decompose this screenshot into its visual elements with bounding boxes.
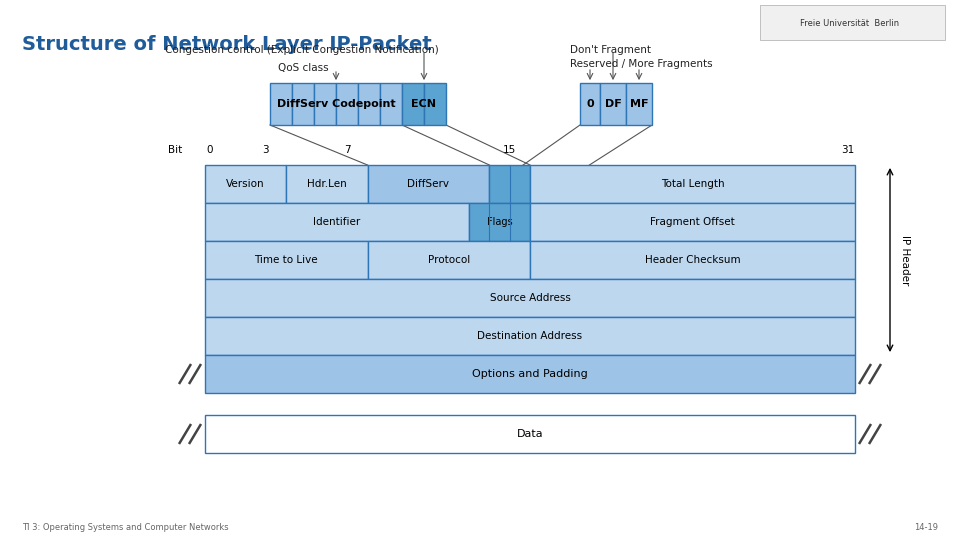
- Text: IP Header: IP Header: [900, 235, 910, 285]
- Bar: [380, 83, 402, 125]
- Text: Hdr.Len: Hdr.Len: [307, 179, 347, 189]
- Text: Source Address: Source Address: [490, 293, 570, 303]
- Text: 0: 0: [587, 99, 594, 109]
- Bar: [336, 83, 358, 125]
- Bar: [270, 83, 292, 125]
- Text: Don't Fragment: Don't Fragment: [570, 45, 651, 55]
- Text: Fragment Offset: Fragment Offset: [650, 217, 734, 227]
- Text: DiffServ Codepoint: DiffServ Codepoint: [276, 99, 396, 109]
- Text: 3: 3: [263, 145, 269, 155]
- Bar: [600, 83, 626, 125]
- Text: 0: 0: [206, 145, 212, 155]
- Bar: [469, 203, 530, 241]
- Bar: [530, 241, 855, 279]
- Bar: [368, 241, 530, 279]
- Text: Header Checksum: Header Checksum: [645, 255, 740, 265]
- Bar: [314, 83, 336, 125]
- Text: 15: 15: [503, 145, 516, 155]
- Text: Time to Live: Time to Live: [254, 255, 318, 265]
- Text: Structure of Network Layer IP-Packet: Structure of Network Layer IP-Packet: [22, 35, 432, 54]
- Text: Options and Padding: Options and Padding: [472, 369, 588, 379]
- Text: Bit: Bit: [168, 145, 182, 155]
- Bar: [292, 83, 314, 125]
- Text: Destination Address: Destination Address: [477, 331, 583, 341]
- Text: Version: Version: [227, 179, 265, 189]
- Bar: [580, 83, 600, 125]
- Text: Flags: Flags: [487, 217, 513, 227]
- Bar: [760, 5, 945, 40]
- Text: Total Length: Total Length: [660, 179, 724, 189]
- Bar: [205, 203, 469, 241]
- Text: 31: 31: [841, 145, 854, 155]
- Text: Congestion control (Explicit Congestion Notification): Congestion control (Explicit Congestion …: [165, 45, 439, 55]
- Text: Protocol: Protocol: [427, 255, 469, 265]
- Text: Identifier: Identifier: [313, 217, 361, 227]
- Text: QoS class: QoS class: [278, 63, 328, 73]
- Bar: [424, 83, 446, 125]
- Bar: [402, 83, 424, 125]
- Text: MF: MF: [630, 99, 648, 109]
- Bar: [205, 279, 855, 317]
- Bar: [286, 165, 368, 203]
- Bar: [530, 203, 855, 241]
- Bar: [205, 355, 855, 393]
- Text: TI 3: Operating Systems and Computer Networks: TI 3: Operating Systems and Computer Net…: [22, 523, 228, 532]
- Bar: [205, 165, 286, 203]
- Bar: [205, 415, 855, 453]
- Text: 14-19: 14-19: [914, 523, 938, 532]
- Text: Reserved / More Fragments: Reserved / More Fragments: [570, 59, 712, 69]
- Bar: [626, 83, 652, 125]
- Text: Data: Data: [516, 429, 543, 439]
- Text: ECN: ECN: [412, 99, 437, 109]
- Text: DiffServ: DiffServ: [407, 179, 449, 189]
- Text: Freie Universität  Berlin: Freie Universität Berlin: [801, 18, 900, 28]
- Bar: [205, 241, 368, 279]
- Bar: [490, 165, 530, 203]
- Bar: [368, 165, 490, 203]
- Bar: [530, 165, 855, 203]
- Text: DF: DF: [605, 99, 621, 109]
- Bar: [205, 317, 855, 355]
- Bar: [358, 83, 380, 125]
- Text: 7: 7: [344, 145, 350, 155]
